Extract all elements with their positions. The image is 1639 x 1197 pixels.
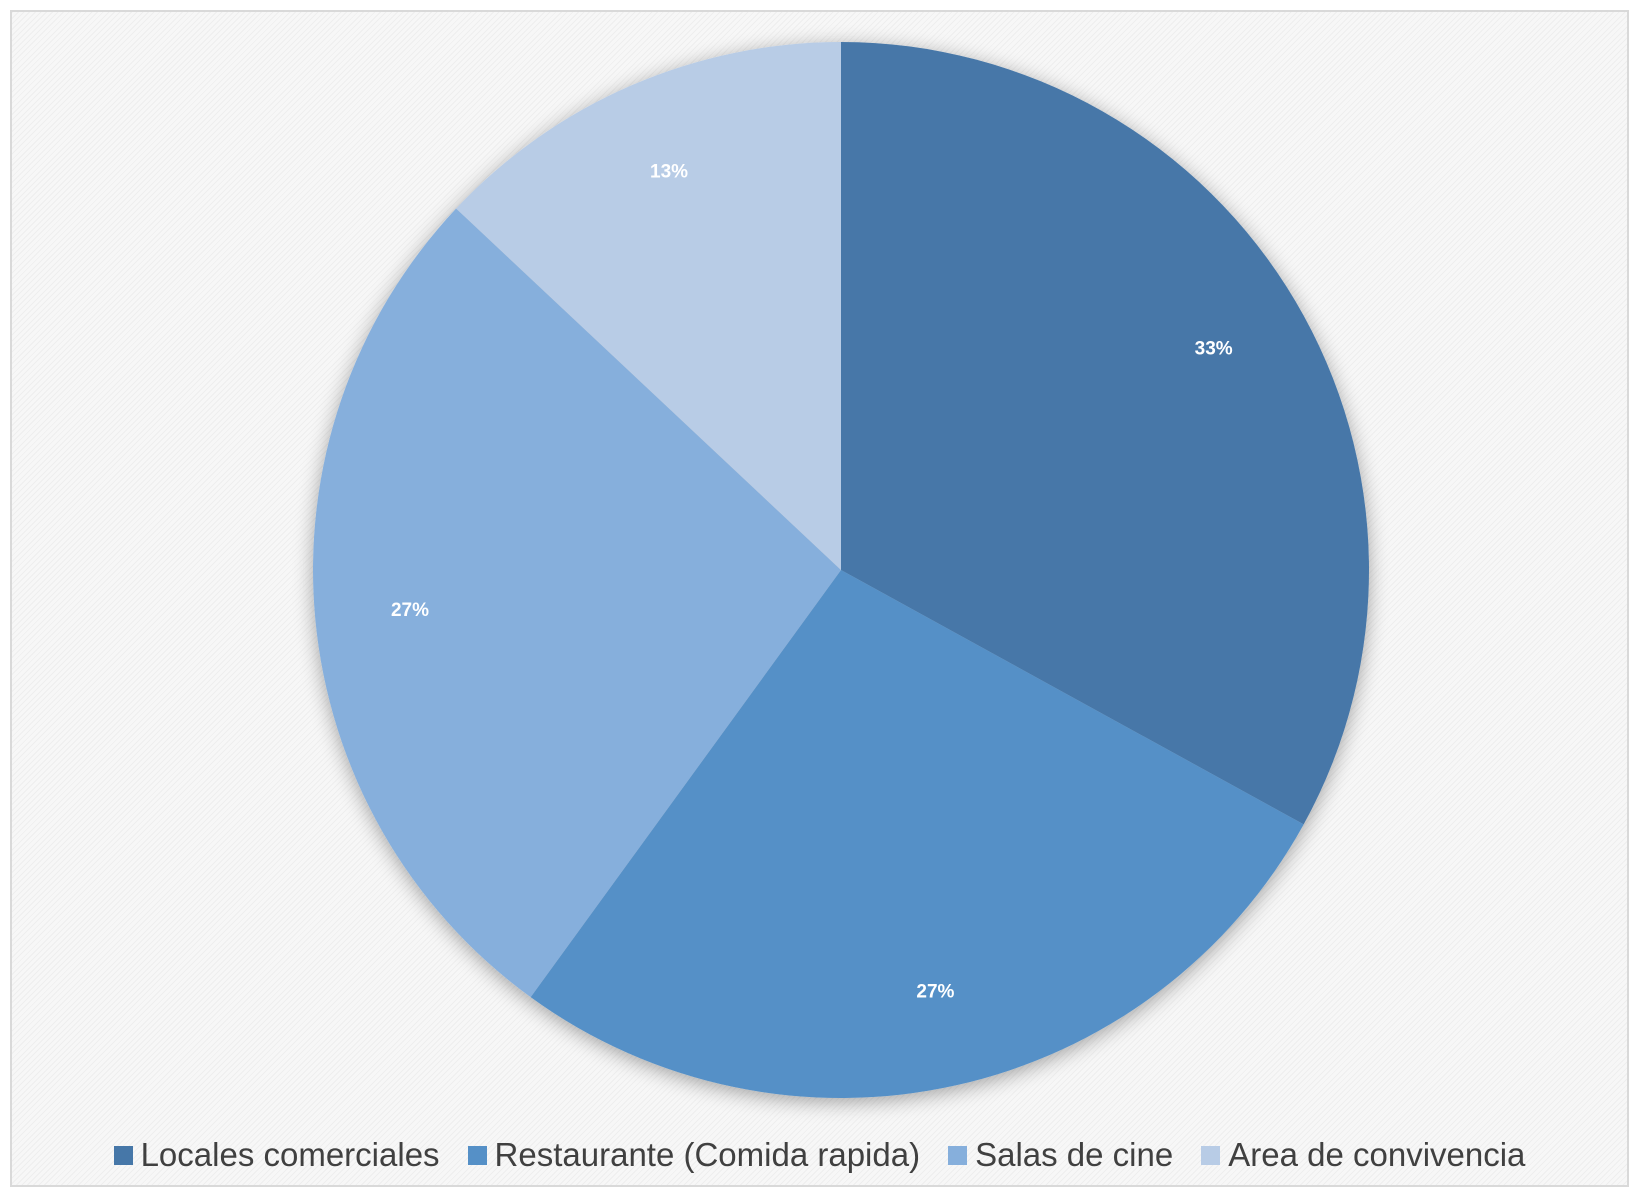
pie-slice-3 xyxy=(312,208,841,998)
legend-swatch xyxy=(467,1145,487,1165)
slice-data-label: 27% xyxy=(391,600,429,621)
legend-swatch xyxy=(113,1145,133,1165)
pie-slice-4 xyxy=(456,42,841,570)
legend-label: Area de convivencia xyxy=(1228,1136,1526,1173)
legend-item-locales-comerciales: Locales comerciales xyxy=(113,1136,440,1174)
slice-data-label: 27% xyxy=(916,982,954,1003)
legend: Locales comerciales Restaurante (Comida … xyxy=(0,1136,1639,1174)
legend-item-area-de-convivencia: Area de convivencia xyxy=(1201,1136,1525,1174)
slice-data-label: 33% xyxy=(1195,339,1233,360)
legend-item-restaurante: Restaurante (Comida rapida) xyxy=(467,1136,921,1174)
legend-swatch xyxy=(948,1145,968,1165)
legend-label: Restaurante (Comida rapida) xyxy=(494,1136,921,1173)
legend-label: Locales comerciales xyxy=(140,1136,440,1173)
slice-data-label: 13% xyxy=(650,162,688,183)
legend-item-salas-de-cine: Salas de cine xyxy=(948,1136,1173,1174)
legend-swatch xyxy=(1201,1145,1221,1165)
pie-slice-1 xyxy=(841,42,1369,825)
legend-label: Salas de cine xyxy=(975,1136,1174,1173)
pie-slice-2 xyxy=(530,570,1304,1098)
